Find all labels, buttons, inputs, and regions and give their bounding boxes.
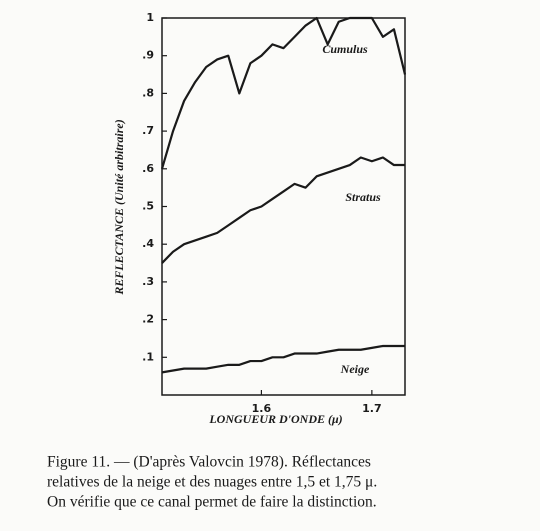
x-tick-label: 1.7 (362, 402, 382, 415)
y-tick-label: .7 (142, 124, 154, 137)
series-label: Stratus (345, 190, 381, 204)
y-tick-label: .4 (142, 237, 154, 250)
y-tick-label: .9 (142, 49, 154, 62)
x-tick-label: 1.6 (252, 402, 272, 415)
series-label: Neige (340, 362, 370, 376)
y-tick-label: .5 (142, 200, 154, 213)
y-axis-label: REFLECTANCE (Unité arbitraire) (112, 119, 126, 295)
plot-frame (161, 17, 406, 396)
y-tick-label: 1 (146, 11, 154, 24)
caption-line: On vérifie que ce canal permet de faire … (47, 494, 377, 511)
caption-line: Figure 11. — (D'après Valovcin 1978). Ré… (47, 454, 371, 471)
y-tick-label: .6 (142, 162, 154, 175)
series-line (161, 344, 405, 374)
y-tick-label: .2 (142, 313, 154, 326)
series-line (161, 156, 405, 264)
series-line (160, 16, 407, 170)
x-axis-label: LONGUEUR D'ONDE (μ) (208, 412, 342, 426)
caption-line: relatives de la neige et des nuages entr… (47, 474, 377, 491)
y-tick-label: .3 (142, 275, 154, 288)
y-tick-label: .1 (142, 350, 154, 363)
y-tick-label: .8 (142, 86, 154, 99)
series-label: Cumulus (322, 42, 368, 56)
